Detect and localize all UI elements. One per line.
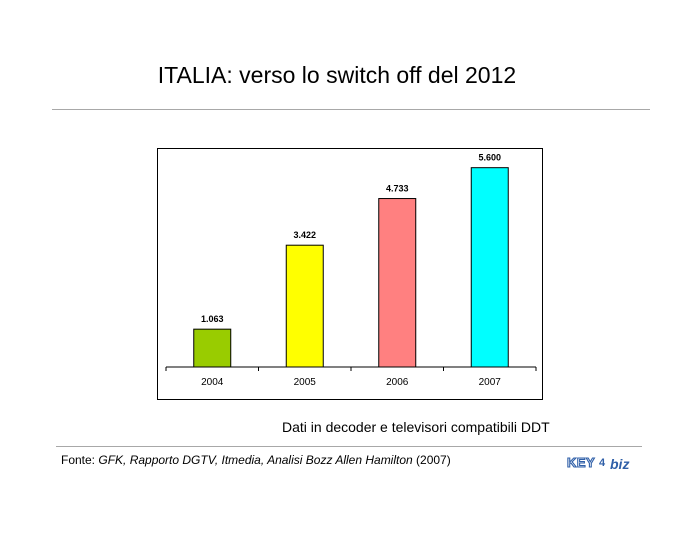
data-label-2006: 4.733: [386, 184, 409, 194]
source-year: (2007): [412, 453, 451, 467]
logo-biz: biz: [610, 456, 629, 472]
bar-chart-svg: 1.063 2004 3.422 2005 4.733 2006 5.600 2007: [165, 153, 537, 388]
page-title: ITALIA: verso lo switch off del 2012: [157, 62, 517, 88]
x-tick-label-2007: 2007: [479, 377, 502, 388]
bar-chart: 1.063 2004 3.422 2005 4.733 2006 5.600 2007: [157, 148, 543, 400]
x-tick-label-2005: 2005: [294, 377, 317, 388]
bar-2004: [193, 328, 232, 368]
source-prefix: Fonte:: [61, 453, 99, 467]
key4biz-logo: KEY 4 biz: [566, 452, 638, 474]
x-tick-label-2004: 2004: [201, 377, 224, 388]
footer-divider: [56, 446, 642, 447]
bar-2005: [285, 244, 324, 368]
key4biz-logo-mark: KEY 4 biz: [566, 454, 629, 472]
bar-2007: [470, 167, 509, 368]
data-label-2007: 5.600: [478, 153, 501, 163]
title-divider: [52, 109, 650, 110]
source-list: GFK, Rapporto DGTV, Itmedia, Analisi Boz…: [98, 453, 413, 467]
logo-four: 4: [599, 457, 606, 469]
source-note: Fonte: GFK, Rapporto DGTV, Itmedia, Anal…: [61, 453, 451, 467]
chart-caption: Dati in decoder e televisori compatibili…: [282, 419, 550, 435]
x-tick-label-2006: 2006: [386, 377, 409, 388]
logo-key: KEY: [567, 455, 595, 470]
data-label-2004: 1.063: [201, 314, 224, 324]
bar-2006: [378, 198, 417, 368]
data-label-2005: 3.422: [293, 230, 316, 240]
